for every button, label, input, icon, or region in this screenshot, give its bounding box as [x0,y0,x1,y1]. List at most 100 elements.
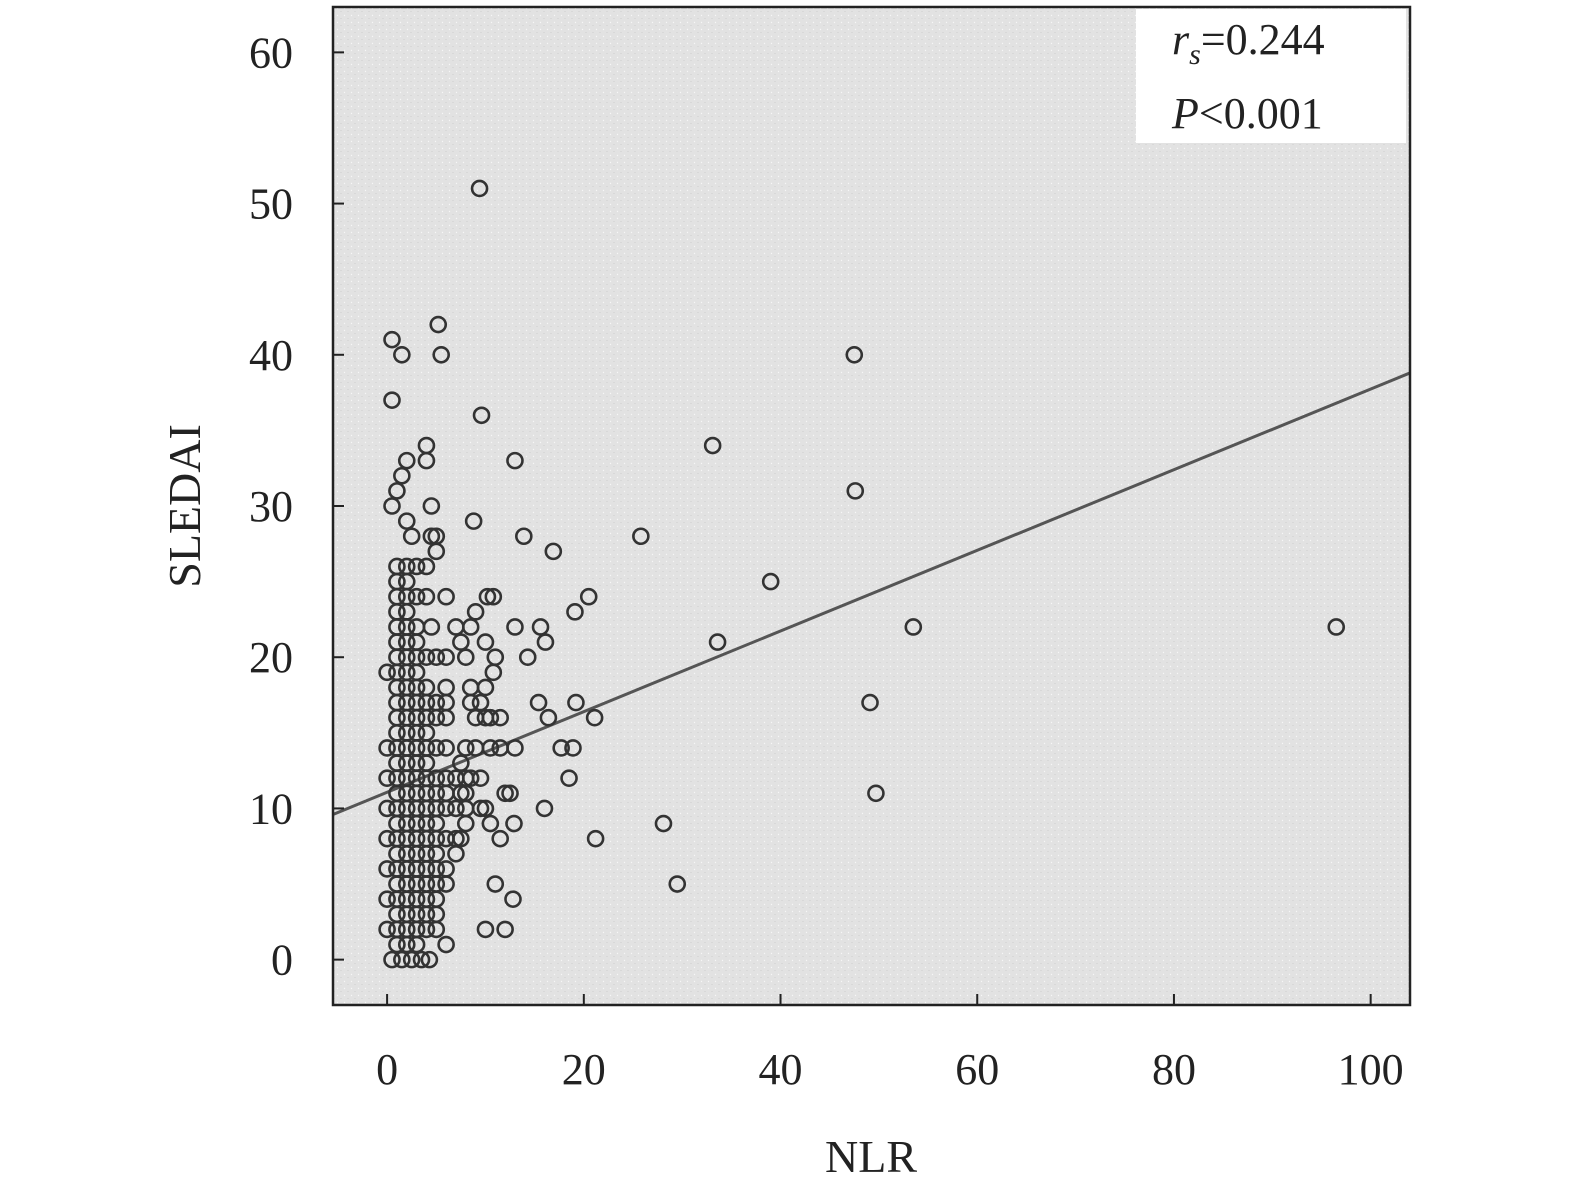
data-point [393,345,411,364]
data-point [506,739,524,757]
data-point [496,920,514,939]
data-point [552,739,570,757]
annotation-box [1136,9,1406,143]
data-point [417,451,436,470]
data-point [586,829,605,848]
data-point [427,648,446,667]
data-point [466,603,485,621]
y-tick-label: 0 [271,936,293,985]
data-point [654,814,673,833]
data-point [585,708,604,727]
data-point [407,557,426,576]
data-point [417,920,436,939]
data-point [531,618,550,636]
data-point [566,603,584,621]
data-point [632,527,650,546]
data-point [422,618,441,636]
plot-area [333,7,1410,1005]
data-point [481,708,500,727]
x-tick-label: 100 [1338,1045,1404,1094]
data-point [481,739,500,757]
data-point [378,799,396,818]
data-point [515,527,533,546]
r-value: =0.244 [1201,15,1325,64]
data-point [402,527,421,546]
x-tick-label: 60 [955,1045,999,1094]
data-point [761,572,780,591]
data-point [378,769,396,787]
y-tick-label: 20 [249,633,293,682]
data-point [478,587,497,606]
data-point [476,920,495,939]
data-point [452,633,470,651]
x-axis-label: NLR [825,1131,917,1182]
data-point [484,663,503,682]
data-point [393,950,411,969]
data-point [560,769,578,787]
data-point [539,708,558,727]
data-point [427,542,446,561]
data-point [393,466,411,485]
data-point [420,950,439,969]
data-point [476,678,495,697]
data-point [378,829,396,848]
data-point [437,708,455,727]
data-point [535,799,554,818]
data-point [461,769,480,787]
data-point [471,799,490,818]
y-tick-label: 40 [249,331,293,380]
data-point [427,920,446,939]
data-point [461,618,480,636]
data-point [452,829,470,848]
p-symbol: P [1171,89,1199,138]
data-point [456,739,475,757]
data-point [456,648,475,667]
data-point [422,527,441,546]
data-point [471,693,490,712]
data-point [417,587,436,606]
data-point [504,890,522,908]
data-point [518,648,537,667]
data-point [427,708,446,727]
data-point [476,799,495,818]
data-point [496,784,514,803]
data-point [397,451,416,470]
data-point [491,708,510,727]
data-point [464,512,483,530]
data-point [668,875,687,893]
data-point [486,875,505,893]
data-point [407,587,426,606]
data-point [708,633,727,651]
y-tick-label: 30 [249,482,293,531]
x-tick-label: 0 [376,1045,398,1094]
data-point [846,482,865,500]
data-point [378,860,396,878]
data-point [437,739,455,757]
data-point [452,784,470,803]
data-point [481,814,500,833]
data-point [397,512,416,530]
data-point [501,784,519,803]
data-point [506,451,524,470]
data-point [432,345,450,364]
p-value-text: P<0.001 [1171,89,1323,138]
data-point [476,633,495,651]
data-point [471,769,490,787]
data-point [461,693,480,712]
y-tick-label: 50 [249,180,293,229]
data-point [383,950,401,969]
data-point [427,739,446,757]
data-point [447,844,465,863]
data-point [544,542,563,561]
data-point [437,648,455,667]
data-point [579,587,598,606]
stats-annotation: rs=0.244 P<0.001 [1136,9,1406,143]
data-point [845,345,864,364]
data-point [412,950,431,969]
data-point [456,814,475,833]
data-point [388,935,406,954]
data-point [703,436,722,455]
data-point [388,482,406,500]
r-subscript: s [1189,38,1201,71]
data-point [567,693,585,712]
